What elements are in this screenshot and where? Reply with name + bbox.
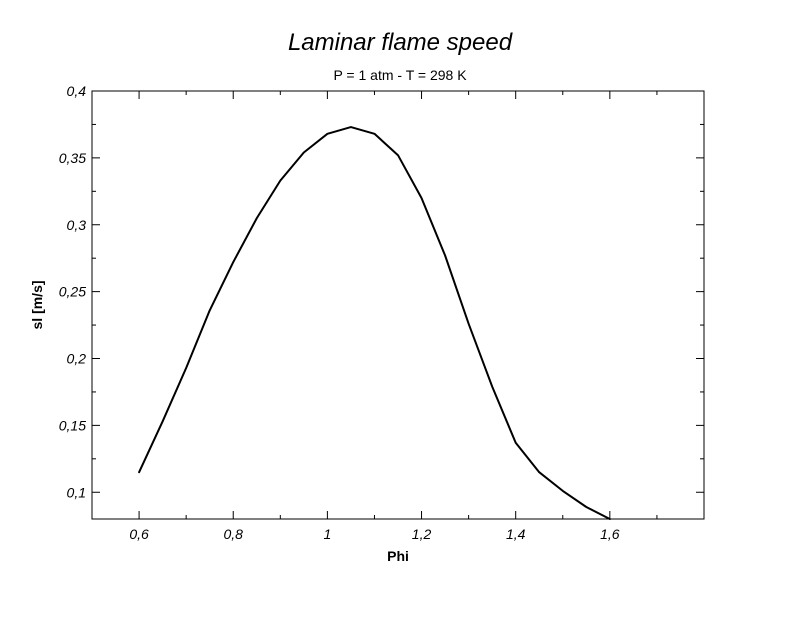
- series-layer: [138, 126, 611, 520]
- x-tick-label: 1,2: [412, 526, 432, 542]
- y-tick-label: 0,35: [59, 150, 86, 166]
- chart-subtitle: P = 1 atm - T = 298 K: [333, 67, 467, 83]
- y-tick-label: 0,1: [67, 484, 86, 500]
- x-tick-label: 0,6: [129, 526, 149, 542]
- tick-labels: 0,6 0,8 1 1,2 1,4 1,6 0,1 0,15 0,2 0,25 0,3 0,35 0,4: [59, 83, 620, 542]
- y-axis-label: sl [m/s]: [29, 280, 45, 329]
- series-line: [138, 126, 611, 520]
- plot-frame: [91, 90, 705, 520]
- x-tick-label: 1,6: [600, 526, 620, 542]
- y-tick-label: 0,4: [67, 83, 87, 99]
- y-tick-label: 0,25: [59, 284, 86, 300]
- y-tick-label: 0,15: [59, 417, 86, 433]
- x-tick-label: 1: [323, 526, 331, 542]
- y-tick-label: 0,3: [67, 217, 87, 233]
- x-tick-label: 1,4: [506, 526, 526, 542]
- y-tick-label: 0,2: [67, 351, 87, 367]
- x-axis-label: Phi: [387, 548, 409, 564]
- chart-title: Laminar flame speed: [288, 29, 513, 56]
- x-tick-label: 0,8: [223, 526, 243, 542]
